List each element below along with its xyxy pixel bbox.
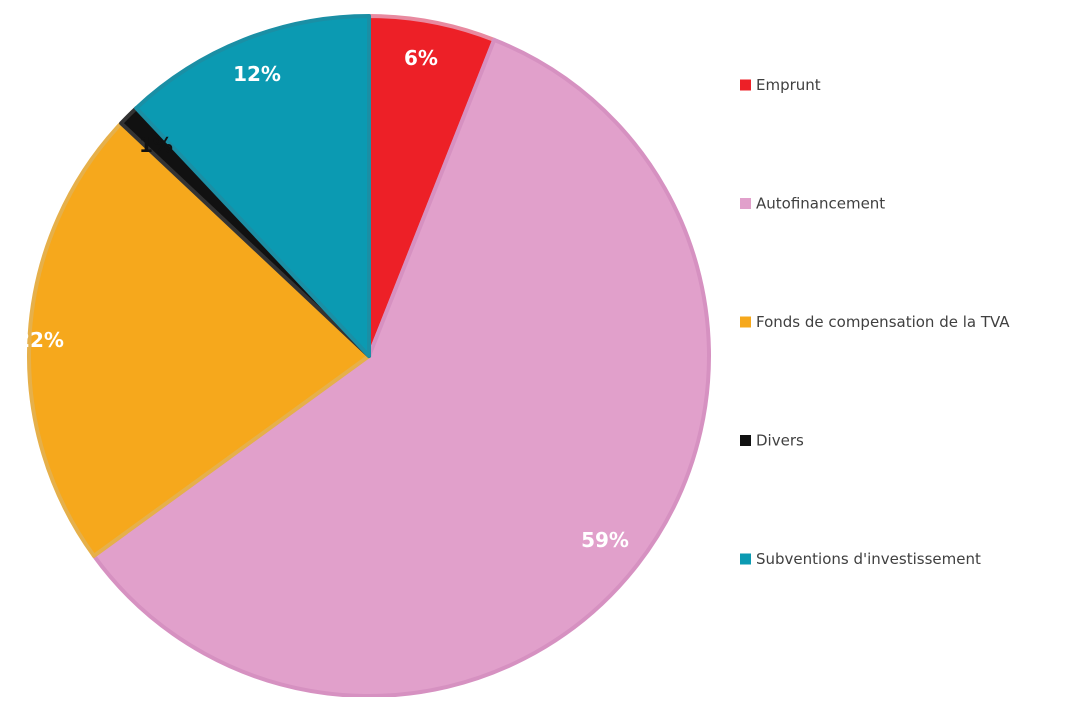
pie-slice-subventions-d-investissement <box>134 14 371 358</box>
data-label-fonds-de-compensation-de-la-tva: 22% <box>16 328 64 352</box>
legend-label-divers: Divers <box>756 432 804 450</box>
legend-label-fonds-de-compensation-de-la-tva: Fonds de compensation de la TVA <box>756 313 1010 331</box>
data-label-divers: 1% <box>139 133 173 157</box>
pie-slices <box>26 14 711 698</box>
data-label-subventions-d-investissement: 12% <box>233 62 281 86</box>
data-label-emprunt: 6% <box>404 46 438 70</box>
legend-swatch-emprunt <box>740 79 751 91</box>
legend-label-subventions-d-investissement: Subventions d'investissement <box>756 550 981 568</box>
legend-label-autofinancement: Autofinancement <box>756 195 885 213</box>
legend-label-emprunt: Emprunt <box>756 76 821 94</box>
pie-slice-fonds-de-compensation-de-la-tva <box>26 121 371 558</box>
legend-swatch-fonds-de-compensation-de-la-tva <box>740 316 751 328</box>
legend: Emprunt Autofinancement Fonds de compensat… <box>740 76 1010 568</box>
pie-data-labels: 6% 59% 22% 1% 12% <box>16 46 629 552</box>
legend-swatch-subventions-d-investissement <box>740 553 751 565</box>
pie-slice-emprunt <box>367 14 497 358</box>
legend-swatch-autofinancement <box>740 198 751 209</box>
pie-slice-autofinancement <box>91 37 711 698</box>
legend-swatch-divers <box>740 435 751 446</box>
data-label-autofinancement: 59% <box>581 528 629 552</box>
